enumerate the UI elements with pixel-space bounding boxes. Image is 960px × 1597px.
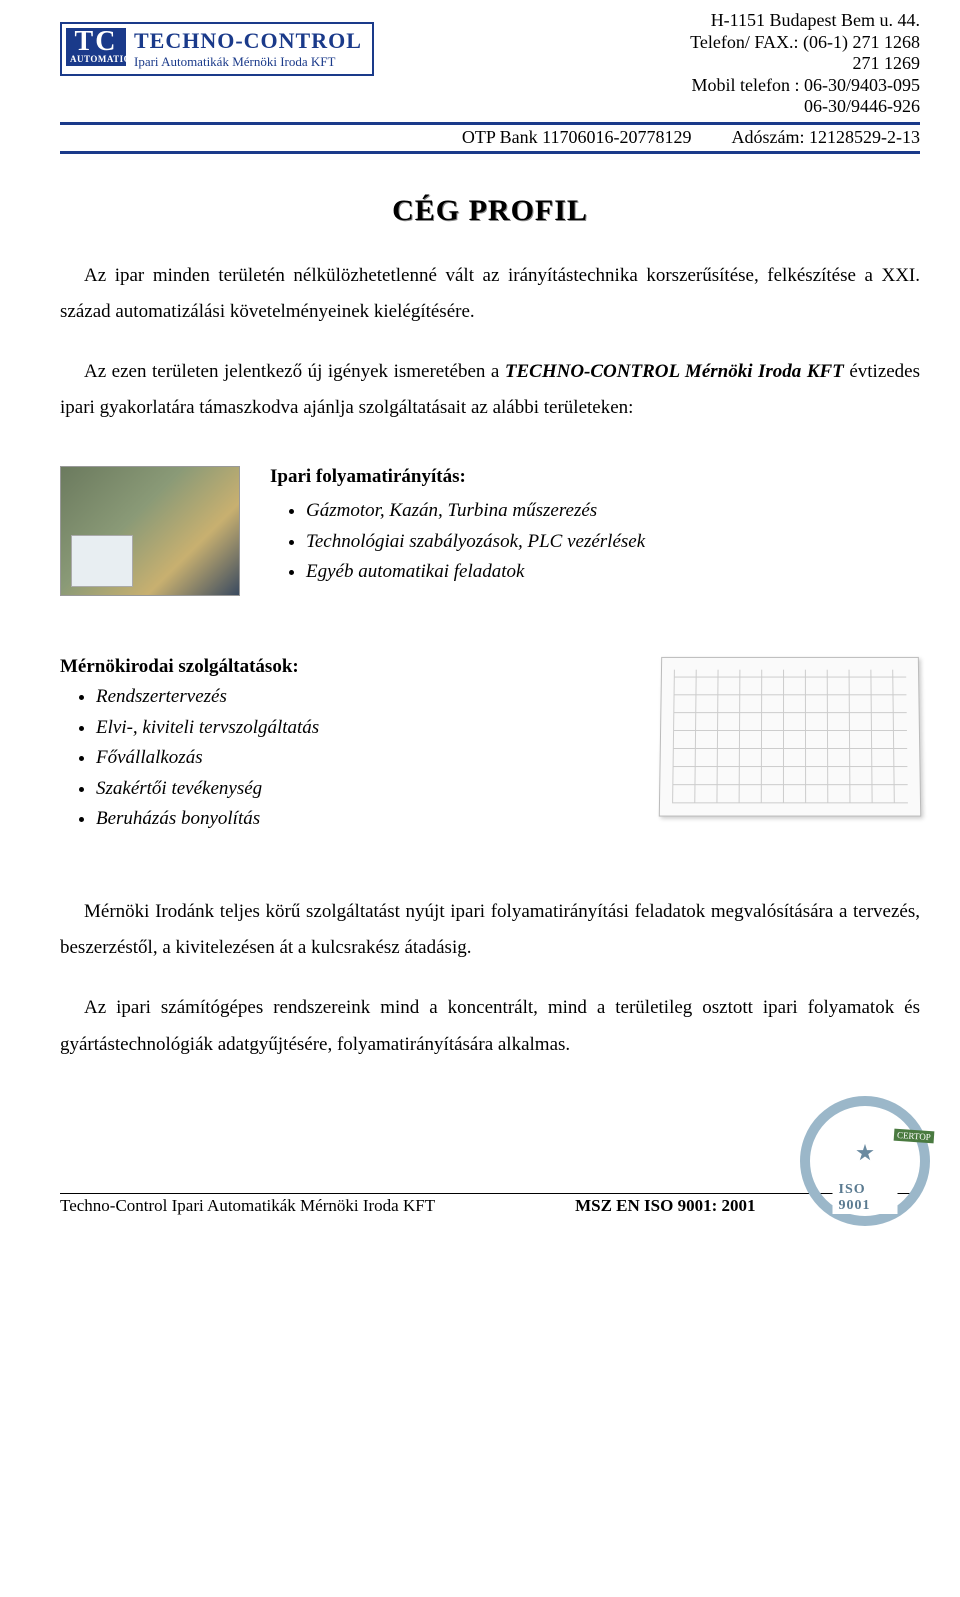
page-footer: Techno-Control Ipari Automatikák Mérnöki… xyxy=(60,1193,920,1216)
p2-company: TECHNO-CONTROL Mérnöki Iroda KFT xyxy=(505,361,844,382)
footer-line: Techno-Control Ipari Automatikák Mérnöki… xyxy=(60,1193,920,1216)
section-2-list: Rendszertervezés Elvi-, kiviteli tervszo… xyxy=(60,682,319,834)
section-1-text: Ipari folyamatirányítás: Gázmotor, Kazán… xyxy=(270,466,645,587)
logo-text: TECHNO-CONTROL Ipari Automatikák Mérnöki… xyxy=(134,28,362,70)
section-1-list: Gázmotor, Kazán, Turbina műszerezés Tech… xyxy=(270,496,645,587)
mobile-label: Mobil telefon : xyxy=(692,75,800,95)
list-item: Szakértői tevékenység xyxy=(96,774,319,804)
header-rule-2 xyxy=(60,151,920,154)
logo-swatch: TC AUTOMATION xyxy=(66,28,126,66)
footer-company: Techno-Control Ipari Automatikák Mérnöki… xyxy=(60,1196,435,1216)
header-rule-1 xyxy=(60,122,920,125)
phone-2: 271 1269 xyxy=(690,53,920,75)
mobile-1: 06-30/9403-095 xyxy=(804,75,920,95)
footer-iso-standard: MSZ EN ISO 9001: 2001 xyxy=(575,1196,755,1216)
paragraph-4: Az ipari számítógépes rendszereink mind … xyxy=(60,990,920,1062)
tax: Adószám: 12128529-2-13 xyxy=(732,127,920,148)
phone-fax: Telefon/ FAX.: (06-1) 271 1268 xyxy=(690,32,920,54)
company-name: TECHNO-CONTROL xyxy=(134,28,362,54)
schematic-image xyxy=(659,657,921,817)
address: H-1151 Budapest Bem u. 44. xyxy=(690,10,920,32)
paragraph-2: Az ezen területen jelentkező új igények … xyxy=(60,354,920,426)
logo-tc: TC xyxy=(70,30,122,54)
list-item: Gázmotor, Kazán, Turbina műszerezés xyxy=(306,496,645,526)
paragraph-1: Az ipar minden területén nélkülözhetetle… xyxy=(60,258,920,330)
iso-label: ISO 9001 xyxy=(833,1182,898,1214)
section-engineering-services: Mérnökirodai szolgáltatások: Rendszerter… xyxy=(60,656,920,834)
company-subline: Ipari Automatikák Mérnöki Iroda KFT xyxy=(134,54,362,70)
list-item: Rendszertervezés xyxy=(96,682,319,712)
mobile-row: Mobil telefon : 06-30/9403-095 xyxy=(690,75,920,97)
list-item: Elvi-, kiviteli tervszolgáltatás xyxy=(96,713,319,743)
logo-automation: AUTOMATION xyxy=(70,54,122,64)
bank: OTP Bank 11706016-20778129 xyxy=(462,127,692,148)
page-title: CÉG PROFIL xyxy=(60,194,920,228)
list-item: Egyéb automatikai feladatok xyxy=(306,557,645,587)
mobile-2: 06-30/9446-926 xyxy=(690,96,920,118)
section-1-heading: Ipari folyamatirányítás: xyxy=(270,466,645,488)
iso-cert-badge: CERTOP ISO 9001 xyxy=(800,1096,930,1226)
certop-label: CERTOP xyxy=(894,1128,935,1143)
p2-part-a: Az ezen területen jelentkező új igények … xyxy=(84,361,505,382)
contact-block: H-1151 Budapest Bem u. 44. Telefon/ FAX.… xyxy=(690,10,920,118)
paragraph-3: Mérnöki Irodánk teljes körű szolgáltatás… xyxy=(60,894,920,966)
list-item: Beruházás bonyolítás xyxy=(96,804,319,834)
logo-block: TC AUTOMATION TECHNO-CONTROL Ipari Autom… xyxy=(60,22,374,76)
letterhead-row: TC AUTOMATION TECHNO-CONTROL Ipari Autom… xyxy=(60,10,920,118)
section-2-heading: Mérnökirodai szolgáltatások: xyxy=(60,656,319,678)
control-room-image xyxy=(60,466,240,596)
bank-tax-row: OTP Bank 11706016-20778129 Adószám: 1212… xyxy=(60,127,920,148)
section-2-text: Mérnökirodai szolgáltatások: Rendszerter… xyxy=(60,656,319,834)
list-item: Technológiai szabályozások, PLC vezérlés… xyxy=(306,527,645,557)
list-item: Fővállalkozás xyxy=(96,743,319,773)
section-process-control: Ipari folyamatirányítás: Gázmotor, Kazán… xyxy=(60,466,920,596)
